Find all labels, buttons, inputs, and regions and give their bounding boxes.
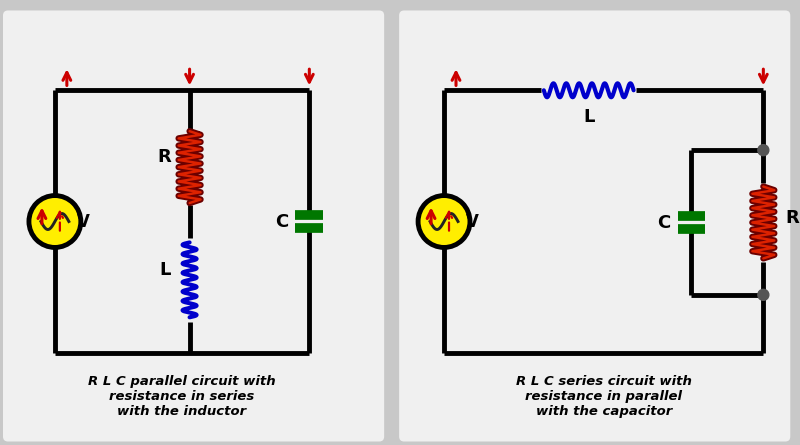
Circle shape	[758, 289, 769, 300]
Text: V: V	[466, 213, 479, 231]
FancyBboxPatch shape	[3, 11, 384, 441]
Text: C: C	[274, 213, 288, 231]
Circle shape	[29, 195, 81, 247]
Text: R L C series circuit with
resistance in parallel
with the capacitor: R L C series circuit with resistance in …	[516, 375, 692, 418]
Text: V: V	[77, 213, 90, 231]
Text: L: L	[583, 108, 594, 126]
Text: R L C parallel circuit with
resistance in series
with the inductor: R L C parallel circuit with resistance i…	[88, 375, 275, 418]
Text: R: R	[786, 209, 799, 227]
Text: R: R	[158, 148, 171, 166]
Circle shape	[758, 145, 769, 156]
Text: L: L	[159, 261, 170, 279]
Text: C: C	[657, 214, 670, 231]
FancyBboxPatch shape	[399, 11, 790, 441]
Circle shape	[418, 195, 470, 247]
